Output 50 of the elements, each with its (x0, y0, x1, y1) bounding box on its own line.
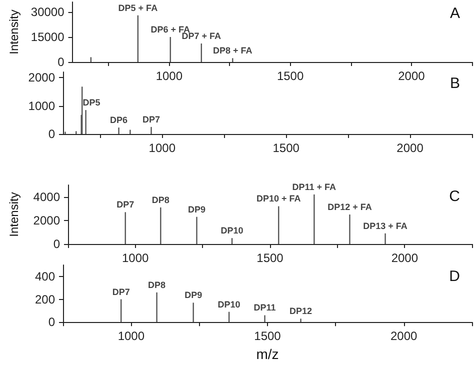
annotation: DP7 + FA (182, 31, 222, 41)
y-tick-label: 0 (48, 315, 56, 330)
y-tick-label: 15000 (30, 30, 65, 44)
x-tick-label: 1000 (122, 251, 150, 265)
annotation: C (449, 188, 460, 205)
x-tick-label: 2000 (398, 69, 426, 83)
y-tick-label: 30000 (30, 5, 65, 19)
annotation: DP11 + FA (292, 182, 337, 192)
x-tick-label: 2000 (396, 141, 424, 155)
annotation: D (449, 268, 460, 285)
y-tick-label: 2000 (33, 213, 60, 228)
y-tick-label: 400 (34, 269, 56, 284)
y-tick-label: 0 (53, 237, 60, 251)
annotation: DP12 + FA (328, 202, 372, 212)
annotation: DP7 (112, 286, 130, 297)
x-tick-label: 1500 (254, 329, 282, 344)
y-tick-label: 0 (58, 55, 65, 69)
y-tick-label: 4000 (33, 190, 60, 204)
y-axis-title: Intensity (7, 192, 21, 237)
x-tick-label: 1000 (118, 329, 145, 344)
x-axis-title: m/z (256, 346, 279, 362)
x-tick-label: 2000 (390, 329, 418, 344)
x-tick-label: 1000 (156, 69, 183, 83)
x-tick-label: 1500 (276, 69, 304, 83)
annotation: DP6 (110, 115, 128, 126)
annotation: DP8 (148, 280, 166, 290)
y-axis-title: Intensity (7, 10, 21, 54)
x-tick-label: 2000 (391, 251, 418, 265)
annotation: DP8 (152, 194, 170, 205)
x-tick-label: 1500 (256, 251, 284, 265)
annotation: DP8 + FA (213, 46, 253, 56)
y-tick-label: 0 (48, 127, 56, 141)
annotation: DP7 (116, 200, 134, 210)
y-tick-label: 1000 (28, 98, 56, 113)
annotation: DP10 + FA (256, 194, 302, 204)
annotation: DP10 (220, 226, 244, 236)
y-tick-label: 200 (34, 292, 56, 306)
annotation: DP13 + FA (363, 220, 408, 231)
annotation: DP5 (82, 98, 100, 108)
x-tick-label: 1000 (148, 141, 176, 155)
annotation: B (450, 75, 460, 92)
annotation: DP11 (254, 302, 276, 313)
x-tick-label: 1500 (272, 141, 300, 155)
annotation: DP9 (184, 290, 202, 300)
annotation: DP5 + FA (118, 2, 158, 13)
annotation: A (450, 5, 460, 22)
annotation: DP10 (218, 299, 240, 310)
annotation: DP9 (188, 204, 206, 214)
annotation: DP12 (290, 306, 312, 316)
annotation: DP7 (142, 114, 160, 124)
